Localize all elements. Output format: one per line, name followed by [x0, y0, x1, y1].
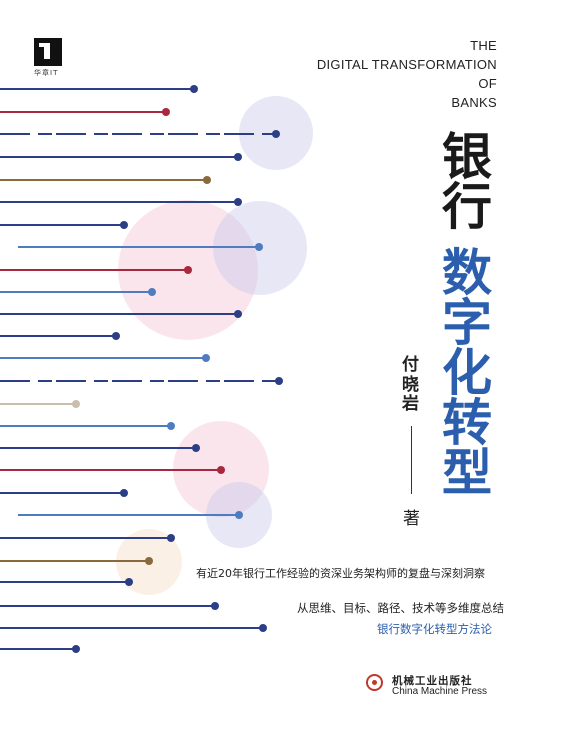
decor-dot — [162, 108, 170, 116]
english-title-line: BANKS — [451, 95, 497, 110]
author-name: 付晓岩 — [402, 355, 419, 415]
decor-dot — [184, 266, 192, 274]
decor-dot — [167, 422, 175, 430]
imprint-text: 华章IT — [34, 69, 59, 77]
decor-dot — [217, 466, 225, 474]
publisher-name-en: China Machine Press — [392, 686, 488, 697]
english-title-line: DIGITAL TRANSFORMATION — [316, 57, 497, 72]
author-divider — [411, 426, 412, 494]
decor-dot — [234, 198, 242, 206]
method-text: 银行数字化转型方法论 — [377, 622, 492, 636]
decor-dot — [255, 243, 263, 251]
decor-dot — [234, 153, 242, 161]
english-title-line: THE — [470, 38, 497, 53]
title-line-1: 银行 — [442, 128, 492, 236]
decor-dot — [203, 176, 211, 184]
decor-dot — [125, 578, 133, 586]
decor-dot — [120, 221, 128, 229]
decor-dot — [112, 332, 120, 340]
decor-dot — [145, 557, 153, 565]
decor-dot — [167, 534, 175, 542]
english-title: THE DIGITAL TRANSFORMATION OF BANKS — [317, 36, 497, 112]
publisher-name-cn: 机械工业出版社 — [392, 675, 473, 687]
publisher-logo-icon — [366, 674, 383, 691]
decor-dot — [148, 288, 156, 296]
publisher-brand-logo — [34, 38, 62, 66]
decor-dot — [275, 377, 283, 385]
author-role: 著 — [403, 509, 420, 529]
decor-dot — [259, 624, 267, 632]
summary-text: 从思维、目标、路径、技术等多维度总结 — [297, 601, 504, 615]
decor-dot — [190, 85, 198, 93]
decor-dot — [235, 511, 243, 519]
decor-dot — [211, 602, 219, 610]
english-title-line: OF — [478, 76, 497, 91]
decor-dot — [234, 310, 242, 318]
decor-dot — [272, 130, 280, 138]
decor-dot — [120, 489, 128, 497]
decor-dot — [202, 354, 210, 362]
tagline: 有近20年银行工作经验的资深业务架构师的复盘与深刻洞察 — [196, 567, 485, 580]
decor-dot — [72, 400, 80, 408]
decor-dot — [72, 645, 80, 653]
decor-dot — [192, 444, 200, 452]
title-line-2: 数字化转型 — [442, 244, 492, 502]
